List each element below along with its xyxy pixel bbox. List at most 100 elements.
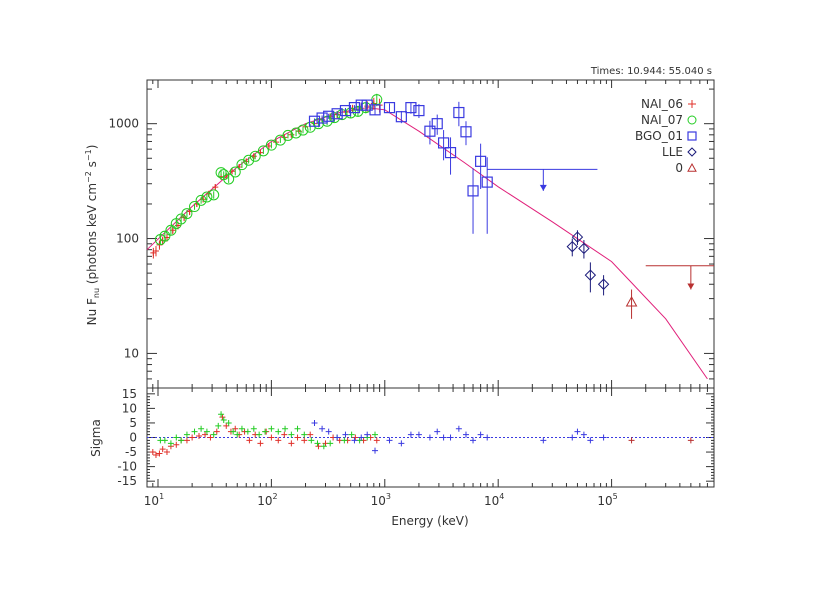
residual-point — [540, 437, 547, 444]
residual-point — [320, 443, 327, 450]
residual-point — [352, 434, 359, 441]
ylabel-sup2: −1 — [84, 149, 93, 161]
legend: NAI_06 NAI_07 BGO_01 LLE 0 — [635, 97, 697, 175]
circle-marker — [189, 201, 201, 213]
plus-marker — [152, 247, 159, 254]
circle-marker — [249, 150, 261, 162]
residual-point — [149, 449, 156, 456]
residuals-0 — [628, 437, 694, 444]
residual-point — [156, 450, 163, 457]
circle-marker — [195, 194, 207, 206]
residual-point — [250, 425, 257, 432]
square-marker — [437, 137, 450, 149]
residual-point — [314, 440, 321, 447]
residual-point — [462, 431, 469, 438]
diamond-marker — [566, 240, 578, 253]
circle-marker — [312, 118, 324, 130]
x-tick-label: 103 — [371, 492, 391, 508]
residual-point — [203, 428, 210, 435]
square-marker — [431, 118, 443, 130]
residual-point — [173, 434, 180, 441]
residual-point — [600, 434, 607, 441]
circle-marker — [165, 224, 177, 236]
ylabel-mid2: s — [85, 161, 99, 171]
circle-marker — [223, 173, 235, 185]
top-data-layer — [150, 93, 714, 319]
residual-point — [372, 431, 379, 438]
residual-point — [234, 431, 241, 438]
square-marker — [481, 176, 493, 188]
square-marker — [405, 102, 417, 114]
residual-point — [358, 434, 365, 441]
x-tick-label: 101 — [144, 492, 164, 508]
x-tick-base: 10 — [371, 494, 386, 508]
circle-marker — [290, 127, 302, 139]
residual-point — [325, 428, 332, 435]
square-marker — [355, 99, 367, 111]
residual-point — [288, 440, 295, 447]
series-bgo-01 — [308, 99, 598, 234]
residual-point — [282, 425, 289, 432]
residual-point — [213, 428, 220, 435]
time-label: Times: 10.944: 55.040 s — [590, 66, 712, 77]
circle-marker — [215, 167, 227, 179]
residual-point — [294, 434, 301, 441]
y-tick-label: 1000 — [108, 117, 139, 131]
triangle-marker — [687, 162, 697, 172]
square-marker — [323, 110, 335, 122]
residual-point — [183, 431, 190, 438]
ylabel-mid: (photons keV cm — [85, 183, 99, 288]
series-0 — [625, 265, 714, 319]
residual-point — [447, 434, 454, 441]
ylabel-prefix: Nu F — [85, 298, 99, 325]
residual-point — [477, 431, 484, 438]
residual-point — [569, 434, 576, 441]
residual-point — [308, 437, 315, 444]
residual-point — [238, 425, 245, 432]
residuals-layer — [149, 411, 694, 458]
residual-point — [574, 428, 581, 435]
square-marker — [316, 112, 328, 124]
residual-point — [189, 434, 196, 441]
x-tick-exponent: 2 — [272, 492, 277, 501]
residual-point — [470, 437, 477, 444]
residual-point — [484, 434, 491, 441]
legend-label: 0 — [675, 161, 683, 175]
top-panel: 10 100 1000 NAI_06 NAI_07 BGO_01 LLE 0 — [108, 79, 715, 389]
x-tick-label: 105 — [597, 492, 617, 508]
residual-point — [311, 419, 318, 426]
square-marker — [475, 155, 487, 167]
square-marker — [687, 131, 697, 141]
diamond-marker — [687, 147, 697, 157]
residual-tick-label: 10 — [122, 401, 137, 415]
residual-point — [372, 447, 379, 454]
square-marker — [460, 126, 472, 138]
residual-tick-label: 0 — [129, 431, 137, 445]
circle-marker — [282, 129, 294, 141]
square-marker — [348, 102, 361, 114]
residual-point — [275, 428, 282, 435]
residual-point — [257, 440, 264, 447]
square-marker — [444, 147, 457, 159]
x-tick-exponent: 5 — [613, 492, 618, 501]
x-tick-base: 10 — [144, 494, 159, 508]
top-y-axis-label: Nu Fnu (photons keV cm−2 s−1) — [84, 145, 101, 326]
residual-point — [215, 422, 222, 429]
residual-point — [348, 431, 355, 438]
residual-point — [268, 434, 275, 441]
plus-marker — [212, 184, 219, 191]
x-tick-label: 102 — [257, 492, 277, 508]
bottom-y-axis-label: Sigma — [89, 419, 103, 457]
residual-point — [364, 431, 371, 438]
residual-point — [386, 437, 393, 444]
residual-tick-label: -15 — [117, 474, 137, 488]
residual-point — [294, 425, 301, 432]
x-axis-label: Energy (keV) — [391, 514, 468, 528]
residual-point — [334, 434, 341, 441]
triangle-marker — [625, 296, 638, 307]
residual-point — [687, 437, 694, 444]
